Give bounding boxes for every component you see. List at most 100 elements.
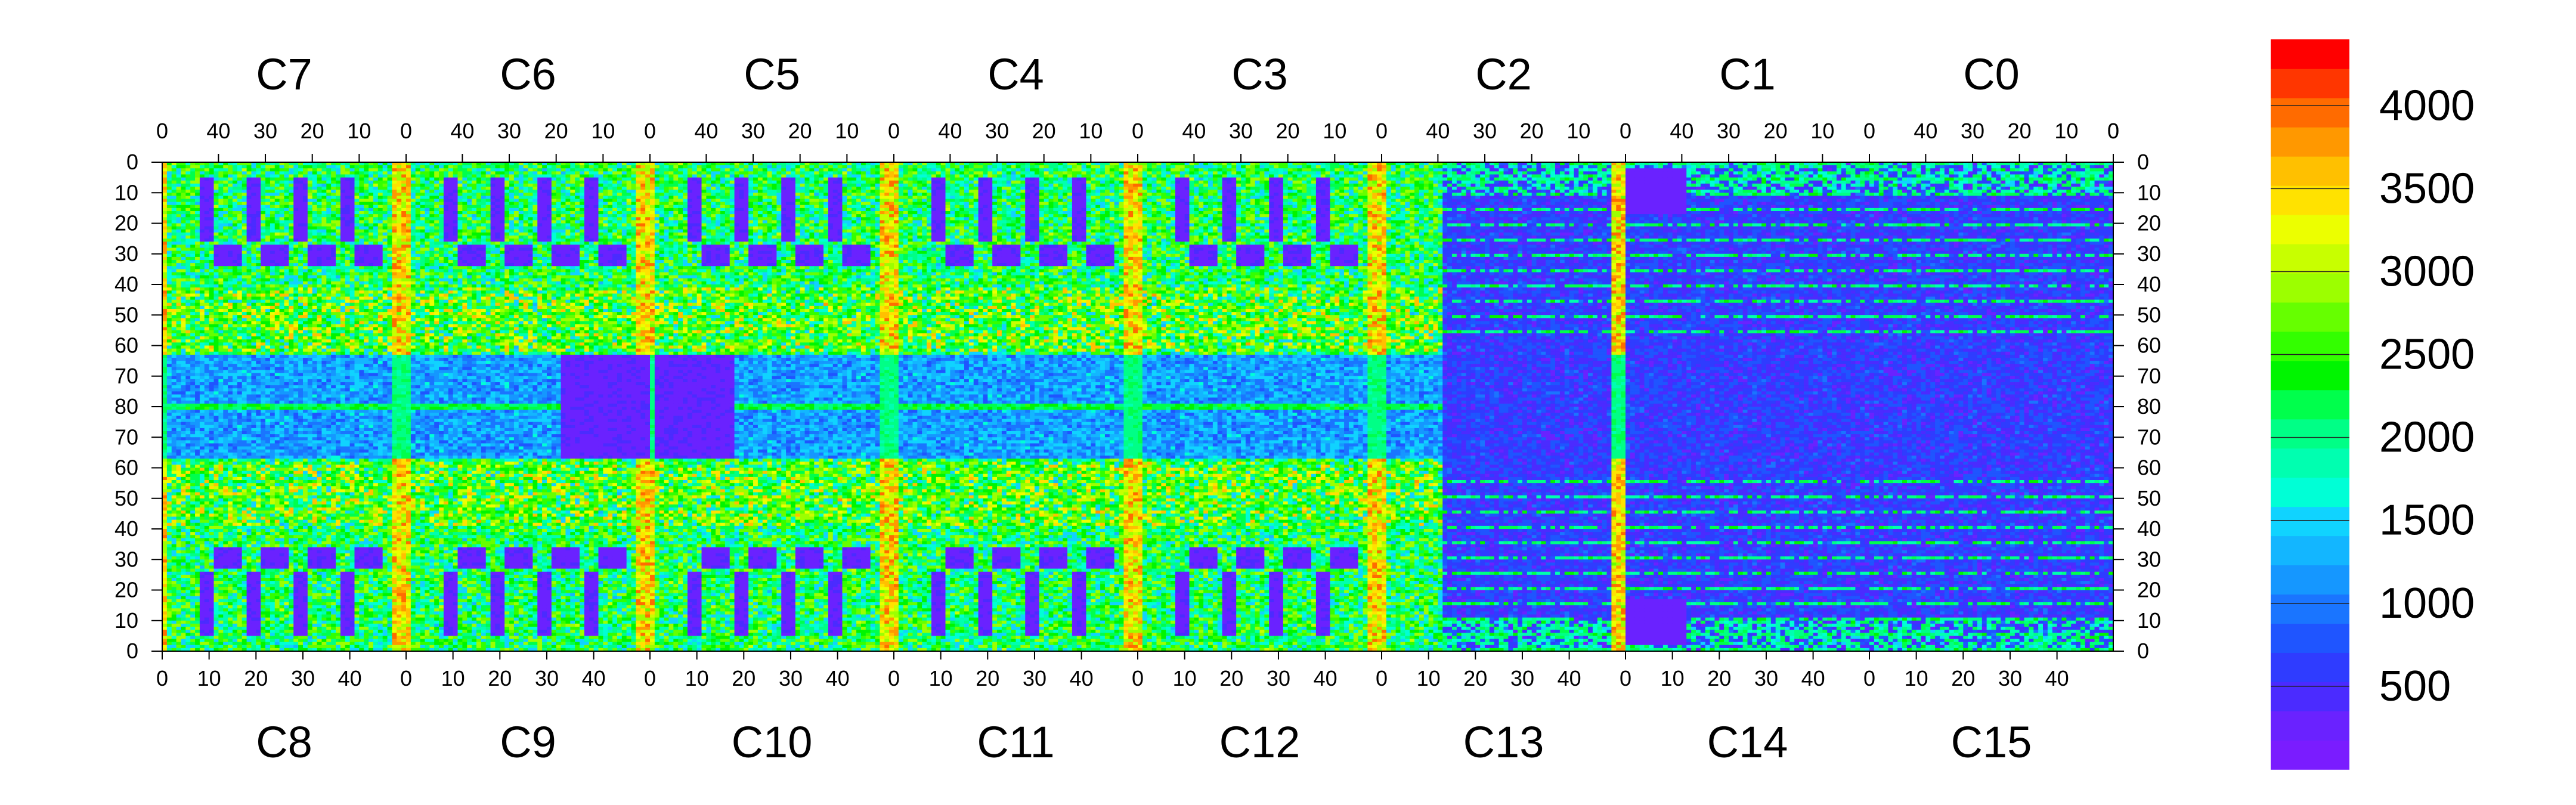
x-tick-bottom: 20	[732, 666, 756, 691]
chip-label-top-c4: C4	[987, 49, 1044, 99]
y-tick-left: 30	[114, 242, 138, 266]
colorbar-tick-label: 4000	[2379, 82, 2475, 129]
x-tick-bottom: 0	[1376, 666, 1388, 691]
colorbar-segment	[2271, 273, 2349, 303]
x-tick-bottom: 20	[1463, 666, 1487, 691]
colorbar-segment	[2271, 69, 2349, 98]
y-tick-right: 50	[2137, 486, 2161, 510]
x-tick-bottom: 40	[1314, 666, 1337, 691]
x-tick-bottom: 20	[244, 666, 268, 691]
x-tick-top: 20	[1764, 119, 1788, 143]
y-tick-right: 30	[2137, 547, 2161, 571]
y-tick-left: 0	[126, 639, 138, 663]
y-tick-left: 20	[114, 578, 138, 602]
colorbar-segment	[2271, 98, 2349, 128]
chip-label-bottom-c10: C10	[732, 717, 813, 767]
colorbar-segment	[2271, 740, 2349, 770]
x-tick-top: 40	[1426, 119, 1450, 143]
colorbar-segment	[2271, 535, 2349, 565]
x-tick-bottom: 10	[685, 666, 709, 691]
colorbar-tick-label: 1000	[2379, 580, 2475, 627]
colorbar-tick-label: 500	[2379, 662, 2451, 710]
y-tick-left: 30	[114, 547, 138, 571]
x-tick-bottom: 0	[400, 666, 412, 691]
x-tick-bottom: 40	[1558, 666, 1581, 691]
y-tick-right: 0	[2137, 639, 2149, 663]
x-tick-top: 0	[644, 119, 656, 143]
x-tick-top: 30	[1229, 119, 1253, 143]
x-tick-top: 20	[1520, 119, 1544, 143]
x-tick-top: 20	[2008, 119, 2032, 143]
colorbar-segment	[2271, 419, 2349, 448]
x-tick-top: 40	[1670, 119, 1693, 143]
y-tick-left: 10	[114, 180, 138, 205]
y-tick-left: 70	[114, 425, 138, 449]
x-tick-top: 0	[156, 119, 168, 143]
x-tick-bottom: 40	[582, 666, 606, 691]
colorbar-segment	[2271, 156, 2349, 186]
chip-label-top-c1: C1	[1719, 49, 1776, 99]
colorbar-segment	[2271, 652, 2349, 682]
x-tick-top: 30	[741, 119, 765, 143]
colorbar-segment	[2271, 623, 2349, 653]
x-tick-bottom: 10	[1905, 666, 1928, 691]
colorbar-tick-label: 2000	[2379, 414, 2475, 462]
y-tick-left: 10	[114, 608, 138, 633]
y-tick-left: 60	[114, 333, 138, 358]
chip-label-top-c3: C3	[1231, 49, 1288, 99]
x-tick-top: 0	[1620, 119, 1631, 143]
x-tick-bottom: 20	[1707, 666, 1731, 691]
colorbar-tick-label: 2500	[2379, 331, 2475, 379]
chip-label-top-c2: C2	[1475, 49, 1532, 99]
heatmap-cells	[162, 162, 2114, 652]
x-tick-bottom: 30	[1754, 666, 1778, 691]
colorbar-segment	[2271, 244, 2349, 274]
colorbar-segment	[2271, 594, 2349, 624]
y-tick-right: 70	[2137, 425, 2161, 449]
y-tick-right: 20	[2137, 578, 2161, 602]
x-tick-top: 10	[1566, 119, 1590, 143]
x-tick-top: 10	[2054, 119, 2078, 143]
chip-label-bottom-c8: C8	[256, 717, 312, 767]
x-tick-top: 40	[1914, 119, 1937, 143]
chip-label-bottom-c14: C14	[1707, 717, 1788, 767]
x-tick-top: 0	[1863, 119, 1875, 143]
x-tick-top: 10	[1810, 119, 1834, 143]
y-tick-right: 40	[2137, 516, 2161, 541]
y-tick-right: 0	[2137, 150, 2149, 174]
chip-label-top-c0: C0	[1963, 49, 2020, 99]
x-tick-top: 40	[206, 119, 230, 143]
y-tick-left: 50	[114, 486, 138, 510]
y-tick-right: 60	[2137, 333, 2161, 358]
colorbar-segment	[2271, 448, 2349, 478]
colorbar-segment	[2271, 711, 2349, 741]
y-tick-left: 50	[114, 302, 138, 327]
x-tick-bottom: 10	[197, 666, 221, 691]
x-tick-top: 30	[985, 119, 1009, 143]
x-tick-bottom: 30	[535, 666, 559, 691]
x-tick-bottom: 20	[976, 666, 999, 691]
y-tick-left: 80	[114, 394, 138, 419]
x-tick-bottom: 30	[779, 666, 803, 691]
colorbar-segment	[2271, 477, 2349, 507]
x-tick-top: 10	[591, 119, 615, 143]
y-tick-right: 20	[2137, 211, 2161, 236]
x-tick-bottom: 30	[1267, 666, 1290, 691]
x-tick-bottom: 10	[1417, 666, 1441, 691]
x-tick-top: 10	[835, 119, 859, 143]
x-tick-top: 40	[694, 119, 718, 143]
colorbar-segment	[2271, 302, 2349, 332]
x-tick-top: 20	[301, 119, 324, 143]
colorbar-tick-label: 1500	[2379, 497, 2475, 544]
x-tick-top: 0	[2107, 119, 2119, 143]
colorbar-segment	[2271, 390, 2349, 420]
chip-label-bottom-c15: C15	[1951, 717, 2032, 767]
y-tick-left: 20	[114, 211, 138, 236]
chip-label-bottom-c9: C9	[500, 717, 556, 767]
x-tick-bottom: 0	[888, 666, 900, 691]
x-tick-top: 30	[253, 119, 277, 143]
x-tick-top: 40	[450, 119, 474, 143]
x-tick-bottom: 40	[1070, 666, 1094, 691]
